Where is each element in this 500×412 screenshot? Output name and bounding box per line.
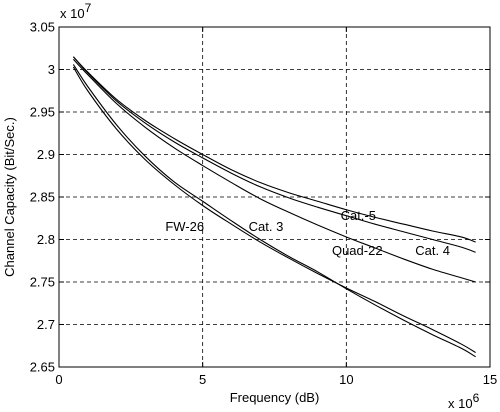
series-label-cat-5: Cat.-5: [341, 208, 376, 223]
x-tick-label: 10: [339, 372, 353, 387]
x-tick-label: 0: [55, 372, 62, 387]
y-tick-label: 2.95: [30, 105, 55, 120]
x-tick-label: 15: [483, 372, 497, 387]
y-tick-label: 2.85: [30, 190, 55, 205]
series-lines: [72, 56, 476, 358]
axis-ticks: [58, 26, 491, 368]
series-label-cat-3: Cat. 3: [249, 219, 284, 234]
axis-tick-labels: 0 5 10 15 2.65 2.7 2.75 2.8 2.85 2.9 2.95 3 3.05: [30, 20, 498, 388]
x-tick-label: 5: [199, 372, 206, 387]
series-label-quad-22: Quad-22: [332, 243, 383, 258]
series-line-fw-26: [72, 66, 476, 354]
y-tick-label: 2.8: [37, 232, 55, 247]
series-line-quad-22: [72, 58, 476, 283]
y-multiplier: x 107: [60, 1, 92, 21]
x-multiplier: x 106: [448, 391, 480, 411]
y-tick-label: 3: [48, 62, 55, 77]
series-label-cat-4: Cat. 4: [415, 243, 450, 258]
series-line-cat-5: [72, 56, 476, 243]
series-line-cat-3: [72, 64, 476, 358]
y-tick-label: 2.7: [37, 317, 55, 332]
series-annotations: Cat.-5 Cat. 4 Quad-22 Cat. 3 FW-26: [165, 208, 450, 258]
y-tick-label: 2.65: [30, 360, 55, 375]
series-label-fw-26: FW-26: [165, 219, 204, 234]
y-axis-label: Channel Capacity (Bit/Sec.): [2, 117, 17, 277]
x-axis-label: Frequency (dB): [230, 390, 320, 405]
y-tick-label: 2.9: [37, 147, 55, 162]
y-tick-label: 2.75: [30, 275, 55, 290]
y-tick-label: 3.05: [30, 20, 55, 35]
series-line-cat-4: [72, 56, 476, 253]
